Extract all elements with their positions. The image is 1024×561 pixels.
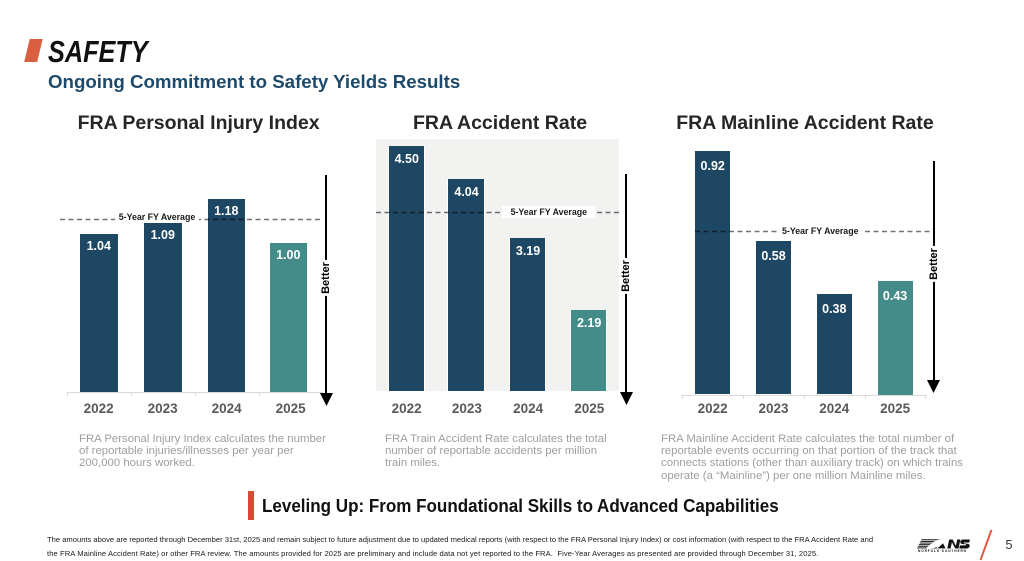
svg-text:NORFOLK SOUTHERN: NORFOLK SOUTHERN — [918, 549, 967, 553]
